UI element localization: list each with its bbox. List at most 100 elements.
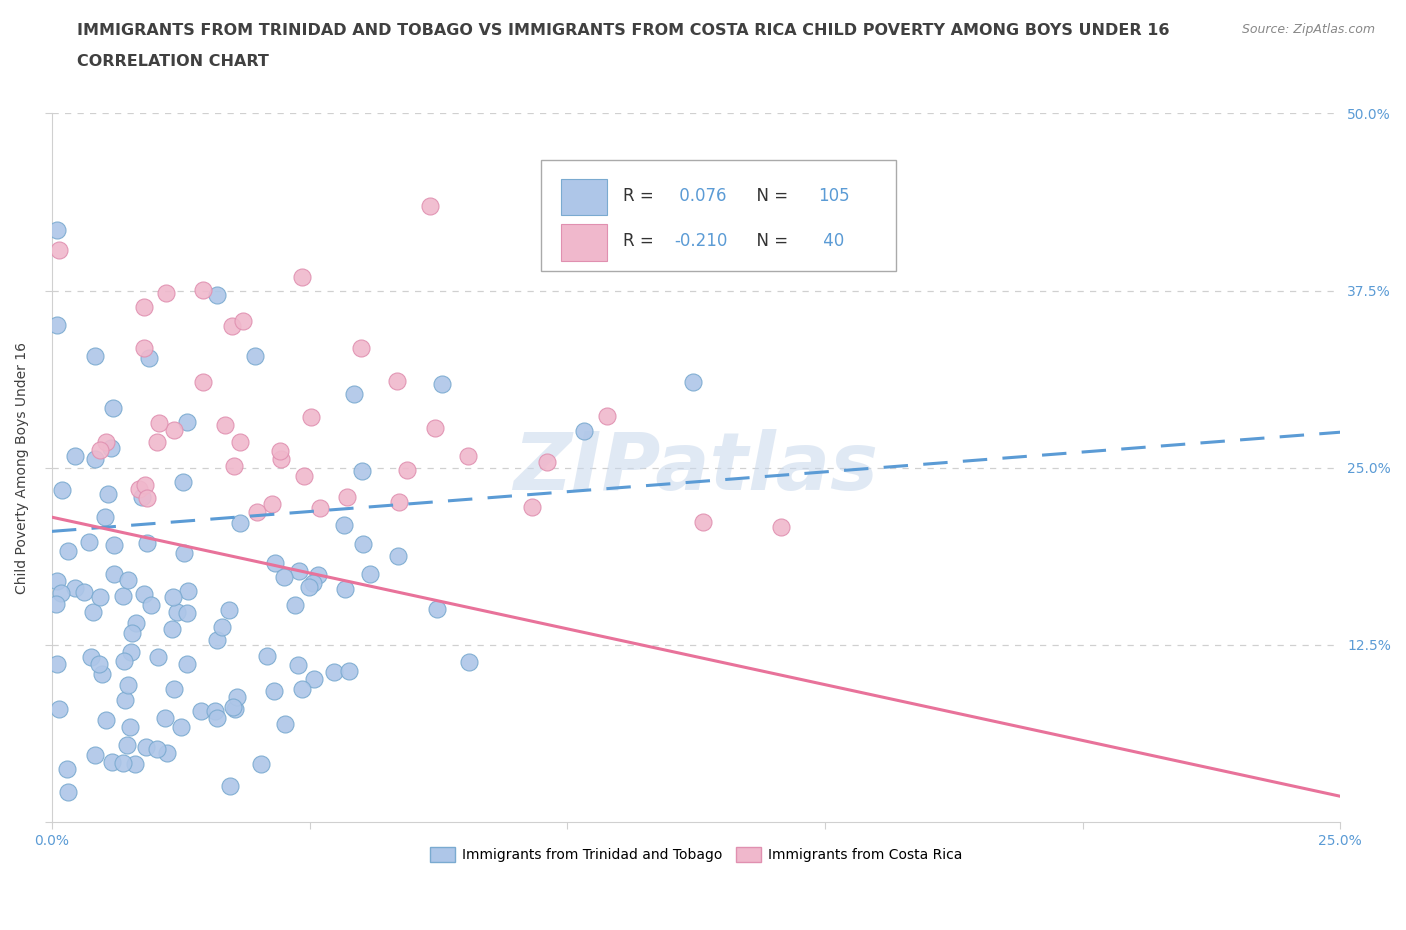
Point [46, 317, 69, 332]
Point [221, 318, 243, 333]
Point [302, 671, 325, 686]
Point [249, 757, 271, 772]
Point [191, 375, 214, 390]
Point [288, 564, 311, 578]
Point [596, 408, 619, 423]
Point [291, 270, 314, 285]
Point [205, 711, 228, 725]
Point [682, 374, 704, 389]
Point [134, 477, 156, 492]
Point [176, 414, 198, 429]
Point [214, 418, 236, 432]
Text: ZIPatlas: ZIPatlas [513, 429, 879, 507]
Text: IMMIGRANTS FROM TRINIDAD AND TOBAGO VS IMMIGRANTS FROM COSTA RICA CHILD POVERTY : IMMIGRANTS FROM TRINIDAD AND TOBAGO VS I… [77, 23, 1170, 38]
Point [121, 626, 143, 641]
Point [350, 340, 373, 355]
Point [222, 458, 245, 473]
Text: 0.076: 0.076 [673, 187, 727, 205]
Point [224, 702, 246, 717]
Point [222, 699, 245, 714]
Point [131, 489, 153, 504]
Point [333, 517, 356, 532]
Point [155, 286, 177, 301]
Point [218, 603, 240, 618]
Point [82, 604, 104, 619]
Point [83, 748, 105, 763]
Point [262, 497, 284, 512]
Point [218, 778, 240, 793]
Point [287, 658, 309, 672]
Point [100, 440, 122, 455]
Point [132, 341, 155, 356]
Text: Source: ZipAtlas.com: Source: ZipAtlas.com [1241, 23, 1375, 36]
Point [298, 580, 321, 595]
Point [89, 590, 111, 604]
Point [176, 657, 198, 671]
Point [388, 495, 411, 510]
Point [323, 665, 346, 680]
Point [229, 515, 252, 530]
Point [48, 701, 70, 716]
Point [118, 719, 141, 734]
Point [93, 509, 115, 524]
Point [49, 585, 72, 600]
Text: R =: R = [623, 232, 658, 250]
Point [124, 757, 146, 772]
Point [302, 575, 325, 590]
Point [256, 648, 278, 663]
Point [77, 535, 100, 550]
Point [156, 746, 179, 761]
Point [246, 504, 269, 519]
Text: CORRELATION CHART: CORRELATION CHART [77, 54, 269, 69]
Point [263, 684, 285, 698]
Text: N =: N = [747, 187, 793, 205]
Point [191, 283, 214, 298]
Point [117, 572, 139, 587]
Point [337, 664, 360, 679]
Point [352, 537, 374, 551]
Point [574, 424, 596, 439]
Point [205, 632, 228, 647]
Point [204, 704, 226, 719]
Point [163, 422, 186, 437]
Point [73, 584, 96, 599]
Point [163, 681, 186, 696]
Point [101, 401, 124, 416]
Point [307, 567, 329, 582]
Point [536, 454, 558, 469]
Text: R =: R = [623, 187, 658, 205]
Point [112, 654, 135, 669]
Y-axis label: Child Poverty Among Boys Under 16: Child Poverty Among Boys Under 16 [15, 341, 30, 593]
Point [299, 409, 322, 424]
Point [146, 649, 169, 664]
Point [46, 656, 69, 671]
Point [103, 566, 125, 581]
Point [458, 654, 481, 669]
Point [145, 434, 167, 449]
Point [173, 546, 195, 561]
Point [426, 601, 449, 616]
Point [177, 583, 200, 598]
Point [770, 520, 793, 535]
Point [269, 444, 291, 458]
FancyBboxPatch shape [541, 160, 896, 272]
Point [166, 604, 188, 619]
Point [94, 434, 117, 449]
Point [359, 567, 381, 582]
Point [352, 464, 374, 479]
Point [97, 486, 120, 501]
Point [232, 313, 254, 328]
Point [292, 469, 315, 484]
Point [132, 300, 155, 315]
Point [138, 351, 160, 365]
FancyBboxPatch shape [561, 224, 607, 260]
Point [45, 597, 67, 612]
Point [89, 657, 111, 671]
Point [139, 598, 162, 613]
Point [80, 650, 103, 665]
Point [45, 574, 67, 589]
Point [84, 349, 107, 364]
Point [243, 348, 266, 363]
Point [132, 587, 155, 602]
Point [291, 681, 314, 696]
